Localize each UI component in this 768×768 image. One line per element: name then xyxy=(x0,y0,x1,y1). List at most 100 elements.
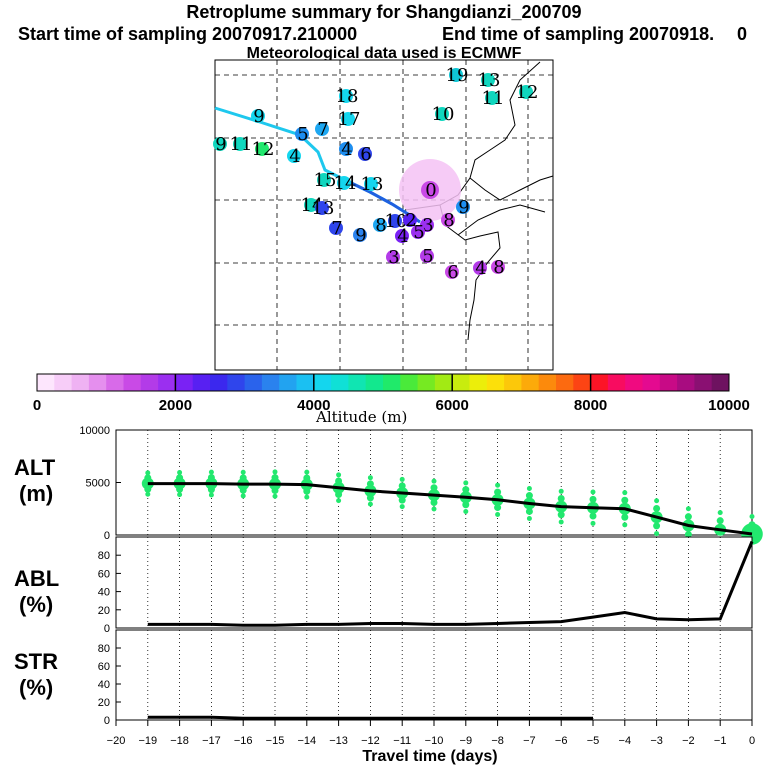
x-tick-label: −1 xyxy=(714,735,727,747)
alt-marker xyxy=(430,498,438,506)
map-marker xyxy=(420,249,434,263)
series-line-alt xyxy=(147,482,753,536)
alt-marker xyxy=(240,493,246,499)
panel-ytick-label: 10000 xyxy=(79,425,110,437)
map-marker xyxy=(481,73,495,87)
series-line-str xyxy=(147,715,593,720)
map-marker xyxy=(233,137,247,151)
map-marker-label: 8 xyxy=(375,215,386,236)
map-marker-label: 4 xyxy=(397,226,408,247)
panel-label-str: STR xyxy=(14,649,58,674)
alt-marker xyxy=(335,491,343,499)
alt-marker xyxy=(590,520,596,526)
map-marker xyxy=(255,142,269,156)
map-marker xyxy=(315,122,329,136)
alt-marker xyxy=(684,513,692,521)
alt-marker xyxy=(558,488,564,494)
map-marker xyxy=(353,228,367,242)
x-tick-label: −18 xyxy=(170,735,189,747)
map-marker xyxy=(449,68,463,82)
panel-ytick-label: 0 xyxy=(104,530,110,542)
panel-ytick-label: 0 xyxy=(104,623,110,635)
colorbar-swatch xyxy=(54,374,72,391)
alt-marker xyxy=(495,482,501,488)
alt-marker xyxy=(749,513,755,519)
colorbar-swatch xyxy=(383,374,401,391)
map-coastline xyxy=(404,61,554,341)
x-tick-label: −19 xyxy=(138,735,157,747)
alt-marker xyxy=(525,507,533,515)
panel-frame xyxy=(115,536,753,629)
map-marker xyxy=(295,127,309,141)
colorbar-swatch xyxy=(365,374,384,391)
map-marker-label: 18 xyxy=(336,86,359,107)
alt-marker xyxy=(398,496,406,504)
alt-marker xyxy=(525,492,533,500)
map-marker xyxy=(485,91,499,105)
map-marker-label: 9 xyxy=(355,225,366,246)
map-marker xyxy=(358,147,372,161)
x-tick-label: −11 xyxy=(393,735,411,747)
map-marker xyxy=(304,198,318,212)
map-marker xyxy=(435,107,449,121)
alt-marker xyxy=(622,522,628,528)
map-marker-label: 13 xyxy=(312,198,335,219)
colorbar-swatch xyxy=(538,374,557,391)
colorbar-tick-label: 8000 xyxy=(574,397,607,414)
colorbar-swatch xyxy=(521,374,540,391)
colorbar-swatch xyxy=(504,374,522,391)
alt-marker xyxy=(304,494,310,500)
x-tick-label: −5 xyxy=(587,735,600,747)
colorbar-swatch xyxy=(158,374,176,391)
map-marker-label: 7 xyxy=(317,119,328,140)
map-marker-label: 3 xyxy=(388,247,399,268)
map-marker-label: 9 xyxy=(458,197,469,218)
alt-marker xyxy=(463,480,469,486)
map-marker xyxy=(287,149,301,163)
map-marker-label: 5 xyxy=(297,124,308,145)
map-marker-label: 2 xyxy=(405,210,416,231)
alt-marker xyxy=(621,496,629,504)
header-start-time: Start time of sampling 20070917.210000 xyxy=(18,24,358,44)
panel-ytick-label: 20 xyxy=(98,697,110,709)
panel-unit-str: (%) xyxy=(19,675,54,700)
colorbar-swatch xyxy=(659,374,678,391)
altitude-colorbar: 0 2000 4000 6000 8000 10000 xyxy=(33,373,750,414)
panel-ytick-label: 20 xyxy=(98,605,110,617)
map-marker xyxy=(329,221,343,235)
alt-marker xyxy=(494,488,502,496)
map-marker-label: 12 xyxy=(252,139,275,160)
map-marker xyxy=(491,260,505,274)
map-marker xyxy=(339,89,353,103)
x-tick-label: −16 xyxy=(234,735,253,747)
alt-marker xyxy=(526,515,532,521)
x-tick-label: −17 xyxy=(202,735,221,747)
colorbar-swatch xyxy=(625,374,643,391)
colorbar-tick-label: 4000 xyxy=(297,397,330,414)
alt-marker xyxy=(463,508,469,514)
colorbar-swatch xyxy=(452,374,470,391)
alt-marker xyxy=(462,501,470,509)
colorbar-swatch xyxy=(88,374,107,391)
colorbar-swatch xyxy=(71,374,90,391)
alt-marker xyxy=(367,501,373,507)
alt-marker xyxy=(558,519,564,525)
alt-marker xyxy=(716,517,724,525)
alt-marker xyxy=(431,506,437,512)
panel-unit-alt: (m) xyxy=(19,481,54,506)
colorbar-swatch xyxy=(348,374,367,391)
panel-ytick-label: 5000 xyxy=(86,478,110,490)
map-marker xyxy=(386,250,400,264)
alt-marker xyxy=(589,495,597,503)
colorbar-swatch xyxy=(590,374,609,391)
alt-marker xyxy=(366,494,374,502)
panel-str: 0 20 40 60 80 xyxy=(98,629,753,727)
map-marker xyxy=(251,109,265,123)
alt-marker xyxy=(272,493,278,499)
map-marker xyxy=(315,201,329,215)
colorbar-swatch xyxy=(106,374,124,391)
alt-marker xyxy=(239,486,247,494)
panel-ytick-label: 80 xyxy=(98,643,110,655)
map-marker-label: 4 xyxy=(475,258,486,279)
alt-marker xyxy=(685,506,691,512)
